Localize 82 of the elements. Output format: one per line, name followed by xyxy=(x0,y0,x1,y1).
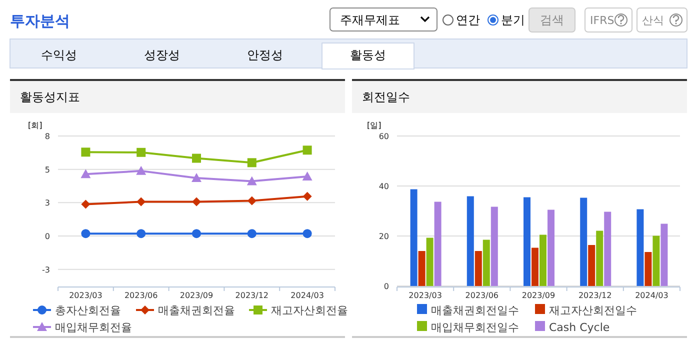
point xyxy=(192,173,202,182)
x-tick-label: 2023/03 xyxy=(408,291,442,300)
chart-title: 활동성지표 xyxy=(20,90,80,104)
bar xyxy=(540,234,546,286)
bar xyxy=(410,189,418,286)
y-tick-label: 0 xyxy=(384,282,389,291)
point xyxy=(247,196,256,206)
bar xyxy=(434,202,442,286)
point xyxy=(247,158,256,168)
point xyxy=(247,229,256,238)
bar xyxy=(636,209,644,286)
bar xyxy=(588,245,596,286)
bar xyxy=(466,196,474,286)
point xyxy=(302,192,312,201)
legend-label: 매출채권회전일수 xyxy=(431,304,519,317)
bar xyxy=(548,210,554,286)
bar xyxy=(644,252,652,286)
y-tick-label: 8 xyxy=(44,132,50,141)
bar xyxy=(604,212,612,286)
text: 안정성 xyxy=(247,48,283,62)
y-tick-label: -3 xyxy=(42,265,50,274)
text: 활동성 xyxy=(350,48,386,62)
bar xyxy=(426,238,434,286)
text: 수익성 xyxy=(41,48,77,62)
text: 투자분석 xyxy=(10,12,70,30)
point xyxy=(192,154,201,163)
legend-label: 재고자산회전율 xyxy=(271,304,348,317)
point xyxy=(302,229,312,238)
point xyxy=(81,229,90,238)
point xyxy=(136,197,146,206)
legend-label: 매입채무회전일수 xyxy=(431,321,519,334)
point xyxy=(136,229,146,238)
y-tick-label: 5 xyxy=(44,165,50,174)
x-tick-label: 2023/09 xyxy=(180,291,214,300)
x-tick-label: 2024/03 xyxy=(290,291,324,300)
x-tick-label: 2023/06 xyxy=(124,291,158,300)
y-tick-label: 40 xyxy=(378,182,389,191)
bar xyxy=(596,230,604,286)
bar xyxy=(524,197,530,286)
text: IFRS xyxy=(590,14,614,27)
text: 산식 xyxy=(642,14,664,27)
point xyxy=(302,146,312,155)
point xyxy=(81,200,90,209)
y-tick-label: 60 xyxy=(378,132,389,141)
y-tick-label: 3 xyxy=(44,198,50,208)
x-tick-label: 2023/12 xyxy=(235,291,269,300)
point xyxy=(192,229,201,238)
y-axis-title: [일] xyxy=(367,121,382,130)
bar xyxy=(532,248,538,286)
text: 연간 xyxy=(456,13,480,27)
bar xyxy=(474,251,482,286)
point xyxy=(80,169,91,178)
legend-label: Cash Cycle xyxy=(549,321,610,334)
legend-label: 매출채권회전율 xyxy=(158,304,235,317)
chart-title: 회전일수 xyxy=(362,90,410,104)
text: 검색 xyxy=(540,13,564,27)
y-tick-label: 0 xyxy=(44,232,50,241)
bar xyxy=(482,240,490,286)
bar xyxy=(660,224,668,286)
legend-label: 재고자산회전일수 xyxy=(549,304,637,317)
x-tick-label: 2023/03 xyxy=(69,291,102,300)
legend-label: 총자산회전율 xyxy=(55,304,121,317)
x-tick-label: 2023/06 xyxy=(465,291,499,300)
text: 분기 xyxy=(501,13,525,27)
bar xyxy=(652,236,660,286)
x-tick-label: 2024/03 xyxy=(635,291,668,300)
point xyxy=(192,197,201,206)
y-tick-label: 20 xyxy=(378,232,389,241)
bar xyxy=(580,198,588,286)
point xyxy=(246,176,257,186)
bar xyxy=(490,206,498,286)
dropdown-field: 주재무제표 xyxy=(330,8,438,32)
text: 성장성 xyxy=(144,48,180,62)
y-axis-title: [회] xyxy=(28,121,42,130)
x-tick-label: 2023/12 xyxy=(578,291,612,300)
point xyxy=(302,172,312,181)
bar xyxy=(418,251,426,286)
point xyxy=(81,148,90,157)
legend-label: 매입채무회전율 xyxy=(55,321,132,334)
point xyxy=(136,148,146,157)
point xyxy=(136,166,146,175)
x-tick-label: 2023/09 xyxy=(522,291,556,300)
